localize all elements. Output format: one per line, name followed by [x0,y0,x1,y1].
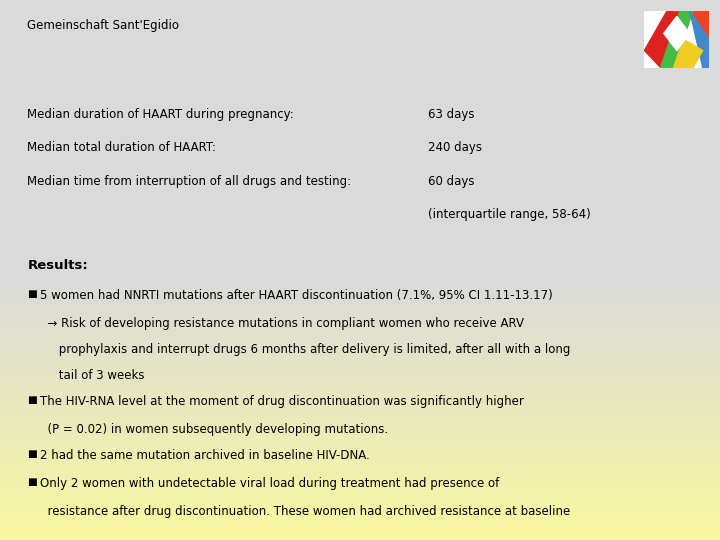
Text: 2 had the same mutation archived in baseline HIV-DNA.: 2 had the same mutation archived in base… [40,449,369,462]
Text: ■: ■ [27,449,37,459]
Text: Median duration of HAART during pregnancy:: Median duration of HAART during pregnanc… [27,108,294,121]
Text: 5 women had NNRTI mutations after HAART discontinuation (7.1%, 95% CI 1.11-13.17: 5 women had NNRTI mutations after HAART … [40,289,552,302]
Text: Gemeinschaft Sant'Egidio: Gemeinschaft Sant'Egidio [27,19,179,32]
Text: prophylaxis and interrupt drugs 6 months after delivery is limited, after all wi: prophylaxis and interrupt drugs 6 months… [40,343,570,356]
Polygon shape [644,11,680,68]
Text: Median time from interruption of all drugs and testing:: Median time from interruption of all dru… [27,175,351,188]
Text: ■: ■ [27,395,37,405]
Polygon shape [674,39,703,68]
Text: 63 days: 63 days [428,108,475,121]
Polygon shape [661,11,693,68]
Text: resistance after drug discontinuation. These women had archived resistance at ba: resistance after drug discontinuation. T… [40,505,570,518]
Text: Median total duration of HAART:: Median total duration of HAART: [27,141,216,154]
Text: ■: ■ [27,477,37,487]
Text: ■: ■ [27,289,37,299]
Polygon shape [674,11,709,39]
Polygon shape [664,16,690,51]
Text: tail of 3 weeks: tail of 3 weeks [40,369,144,382]
Text: The HIV-RNA level at the moment of drug discontinuation was significantly higher: The HIV-RNA level at the moment of drug … [40,395,523,408]
Text: (interquartile range, 58-64): (interquartile range, 58-64) [428,208,591,221]
Text: Only 2 women with undetectable viral load during treatment had presence of: Only 2 women with undetectable viral loa… [40,477,499,490]
Text: (P = 0.02) in women subsequently developing mutations.: (P = 0.02) in women subsequently develop… [40,423,388,436]
Text: 60 days: 60 days [428,175,475,188]
Text: Results:: Results: [27,259,88,272]
Text: → Risk of developing resistance mutations in compliant women who receive ARV: → Risk of developing resistance mutation… [40,317,523,330]
Text: 240 days: 240 days [428,141,482,154]
Polygon shape [690,11,709,68]
